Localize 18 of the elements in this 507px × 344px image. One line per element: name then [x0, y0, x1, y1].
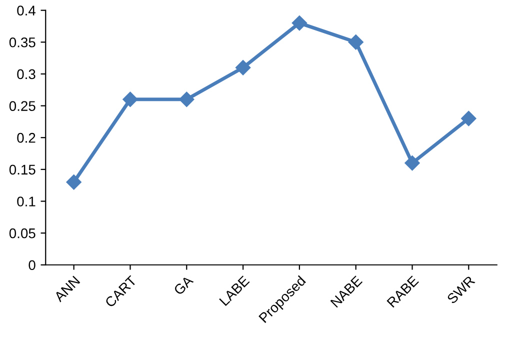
point [66, 174, 82, 190]
y-tick-label: 0 [28, 260, 36, 270]
point [292, 15, 308, 31]
point [179, 92, 194, 107]
x-tick-label: GA [173, 274, 194, 296]
point [404, 155, 420, 171]
y-tick-label: 0.2 [17, 132, 36, 143]
y-tick-label: 0.05 [9, 228, 36, 238]
y-tick-label: 0.1 [17, 196, 36, 206]
point [122, 92, 138, 107]
point [461, 110, 476, 126]
point [235, 60, 251, 76]
y-tick-label: 0.15 [9, 164, 36, 175]
point [348, 34, 364, 50]
y-tick-label: 0.3 [17, 69, 36, 80]
y-tick-label: 0.35 [9, 37, 36, 48]
y-tick-label: 0.25 [9, 101, 36, 111]
y-tick-label: 0.4 [17, 6, 36, 16]
